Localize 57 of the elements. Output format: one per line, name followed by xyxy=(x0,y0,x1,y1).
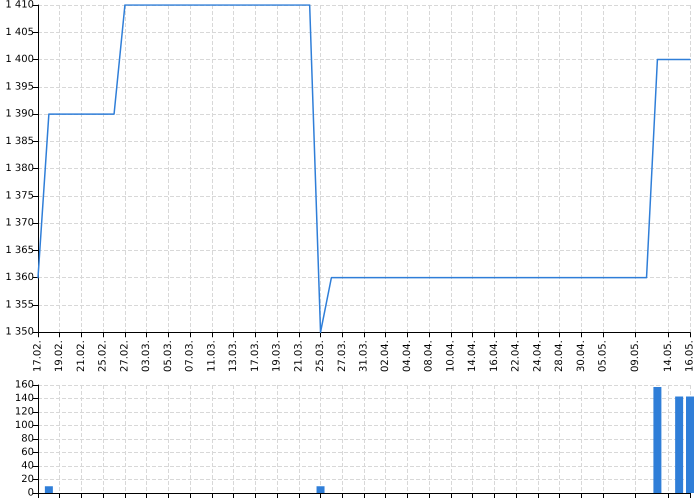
x-tick-label: 10.04. xyxy=(445,340,456,372)
x-tick-label: 04.04. xyxy=(402,340,413,372)
y-tick-label: 1 350 xyxy=(5,326,34,338)
bar xyxy=(653,387,662,493)
x-tick-label: 16.04. xyxy=(488,340,500,372)
bar xyxy=(675,396,684,493)
y-tick-label: 1 385 xyxy=(5,136,34,147)
x-tick-label: 27.03. xyxy=(336,340,348,372)
y-tick-label: 20 xyxy=(21,474,34,485)
y-tick-label: 1 375 xyxy=(5,190,34,202)
x-tick-label: 03.03. xyxy=(141,340,152,372)
x-tick-label: 19.03. xyxy=(272,340,283,372)
x-tick-label: 25.02. xyxy=(98,340,109,372)
x-tick-label: 16.05. xyxy=(684,340,696,372)
y-tick-label: 140 xyxy=(14,393,34,404)
bar xyxy=(686,396,694,493)
bar xyxy=(44,486,53,493)
bar xyxy=(316,486,325,493)
x-tick-label: 02.04. xyxy=(380,340,392,372)
y-tick-label: 1 365 xyxy=(5,244,34,256)
y-tick-label: 1 370 xyxy=(5,218,34,229)
x-tick-label: 05.03. xyxy=(162,340,174,372)
y-tick-label: 100 xyxy=(14,420,34,431)
x-tick-label: 30.04. xyxy=(576,340,587,372)
y-tick-label: 120 xyxy=(14,406,34,418)
x-tick-label: 21.02. xyxy=(76,340,87,372)
x-tick-label: 28.04. xyxy=(554,340,566,372)
y-tick-label: 1 360 xyxy=(5,272,34,284)
x-tick-label: 14.05. xyxy=(662,340,674,372)
y-tick-label: 60 xyxy=(21,447,34,458)
x-tick-label: 22.04. xyxy=(510,340,522,372)
y-tick-label: 1 355 xyxy=(5,299,34,310)
x-tick-label: 14.04. xyxy=(467,340,478,372)
x-tick-label: 09.05. xyxy=(630,340,642,372)
x-tick-label: 24.04. xyxy=(532,340,544,372)
y-tick-label: 80 xyxy=(21,434,34,444)
x-tick-label: 21.03. xyxy=(293,340,304,372)
x-tick-label: 25.03. xyxy=(315,340,326,372)
x-tick-label: 27.02. xyxy=(119,340,130,372)
x-tick-label: 19.02. xyxy=(54,340,66,372)
x-tick-label: 07.03. xyxy=(184,340,196,372)
x-tick-label: 05.05. xyxy=(598,340,609,372)
y-tick-label: 40 xyxy=(21,460,34,472)
y-tick-label: 1 380 xyxy=(5,163,34,174)
y-tick-label: 160 xyxy=(14,380,34,390)
x-tick-label: 13.03. xyxy=(228,340,240,372)
y-tick-label: 1 410 xyxy=(5,0,34,10)
x-tick-label: 31.03. xyxy=(358,340,370,372)
x-tick-label: 11.03. xyxy=(206,340,218,372)
x-tick-label: 17.02. xyxy=(32,340,44,372)
y-tick-label: 1 390 xyxy=(5,108,34,120)
y-tick-label: 1 405 xyxy=(5,26,34,38)
y-tick-label: 1 400 xyxy=(5,54,34,66)
x-tick-label: 17.03. xyxy=(250,340,261,372)
x-tick-label: 08.04. xyxy=(424,340,435,372)
y-tick-label: 1 395 xyxy=(5,81,34,92)
y-tick-label: 0 xyxy=(28,488,34,498)
